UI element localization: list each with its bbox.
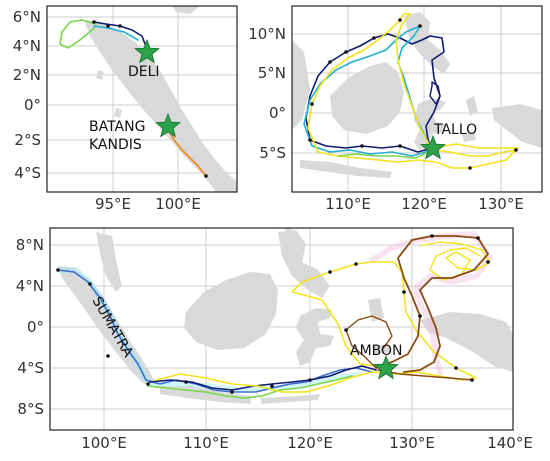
svg-text:2°N: 2°N xyxy=(13,66,41,84)
panel-frame xyxy=(46,5,238,193)
place-label-tallo: TALLO xyxy=(433,122,477,138)
track-yellow xyxy=(307,13,517,169)
new-guinea-landmass xyxy=(420,312,513,372)
svg-text:4°S: 4°S xyxy=(17,359,44,377)
malay-peninsula xyxy=(96,232,122,292)
panel-top-right: TALLO 10°N 5°N 0° 5°S 110°E 120°E 130°E xyxy=(248,5,543,213)
track-green xyxy=(147,375,353,399)
svg-text:130°E: 130°E xyxy=(389,434,435,452)
place-label-ambon: AMBON xyxy=(350,343,403,359)
maluku-islands xyxy=(372,344,390,354)
svg-text:0°: 0° xyxy=(269,104,286,122)
svg-text:10°N: 10°N xyxy=(248,25,286,43)
svg-text:4°S: 4°S xyxy=(14,164,41,182)
track-green xyxy=(59,19,97,49)
borneo-landmass xyxy=(330,62,404,134)
sulawesi-landmass xyxy=(414,98,446,150)
track-navy-loop xyxy=(429,81,441,105)
track-green xyxy=(337,149,433,159)
track-cyan xyxy=(303,25,433,157)
svg-text:4°N: 4°N xyxy=(13,37,41,55)
svg-text:130°E: 130°E xyxy=(478,195,524,213)
panel-top-left: DELI BATANG KANDIS 6°N 4°N 2°N 0° 2°S 4°… xyxy=(13,5,238,213)
drifter-tracks xyxy=(59,19,208,178)
svg-text:120°E: 120°E xyxy=(401,195,447,213)
islet xyxy=(172,6,200,14)
java-landmass xyxy=(300,160,392,178)
latitude-ticks: 10°N 5°N 0° 5°S xyxy=(248,25,286,162)
track-yellow-loop xyxy=(419,241,491,281)
longitude-ticks: 95°E 100°E xyxy=(95,195,201,213)
track-navy xyxy=(93,21,146,45)
new-guinea-landmass xyxy=(492,104,542,148)
track-yellow xyxy=(155,261,477,393)
svg-text:100°E: 100°E xyxy=(81,434,127,452)
longitude-ticks: 110°E 120°E 130°E xyxy=(325,195,524,213)
panel-frame xyxy=(291,5,543,193)
svg-text:110°E: 110°E xyxy=(183,434,229,452)
place-label-batang-kandis: BATANG KANDIS xyxy=(89,119,150,153)
latitude-ticks: 8°N 4°N 0° 4°S 8°S xyxy=(16,236,44,418)
sumatra-edge xyxy=(292,40,310,130)
star-marker-icon xyxy=(420,134,446,160)
svg-text:110°E: 110°E xyxy=(325,195,371,213)
svg-text:2°S: 2°S xyxy=(14,131,41,149)
star-marker-icon xyxy=(155,112,181,138)
track-yellow-east xyxy=(433,143,519,149)
longitude-ticks: 100°E 110°E 120°E 130°E 140°E xyxy=(81,434,533,452)
place-label-deli: DELI xyxy=(128,64,160,80)
latitude-ticks: 6°N 4°N 2°N 0° 2°S 4°S xyxy=(13,8,41,182)
svg-text:95°E: 95°E xyxy=(95,195,131,213)
svg-text:0°: 0° xyxy=(27,318,44,336)
star-marker-icon xyxy=(134,38,160,64)
svg-text:100°E: 100°E xyxy=(155,195,201,213)
svg-text:4°N: 4°N xyxy=(16,277,44,295)
lesser-sunda-islands xyxy=(260,394,320,404)
svg-text:6°N: 6°N xyxy=(13,8,41,26)
track-cyan xyxy=(93,25,139,41)
islet xyxy=(96,70,104,80)
star-marker-icon xyxy=(373,354,399,380)
svg-text:120°E: 120°E xyxy=(287,434,333,452)
svg-text:140°E: 140°E xyxy=(487,434,533,452)
svg-text:8°N: 8°N xyxy=(16,236,44,254)
islet xyxy=(114,108,122,118)
svg-text:0°: 0° xyxy=(24,96,41,114)
track-brown-east xyxy=(377,369,473,381)
philippines-landmass xyxy=(278,230,330,298)
panel-frame xyxy=(49,227,514,431)
maluku-islands xyxy=(466,96,478,116)
svg-text:8°S: 8°S xyxy=(17,400,44,418)
panel-bottom: AMBON SUMATRA 8°N 4°N 0° 4°S 8°S 100°E 1… xyxy=(16,227,533,452)
sulawesi-landmass xyxy=(296,308,334,366)
svg-text:5°N: 5°N xyxy=(258,64,286,82)
sumatra-landmass xyxy=(84,20,237,192)
maluku-islands xyxy=(462,132,476,142)
track-brown-west xyxy=(345,315,393,369)
drifter-tracks xyxy=(303,13,519,170)
svg-text:5°S: 5°S xyxy=(259,144,286,162)
taiwan-edge xyxy=(284,228,292,236)
track-orange xyxy=(166,125,207,177)
borneo-landmass xyxy=(184,272,278,350)
track-navy xyxy=(149,365,377,391)
drifter-tracks xyxy=(56,234,491,399)
